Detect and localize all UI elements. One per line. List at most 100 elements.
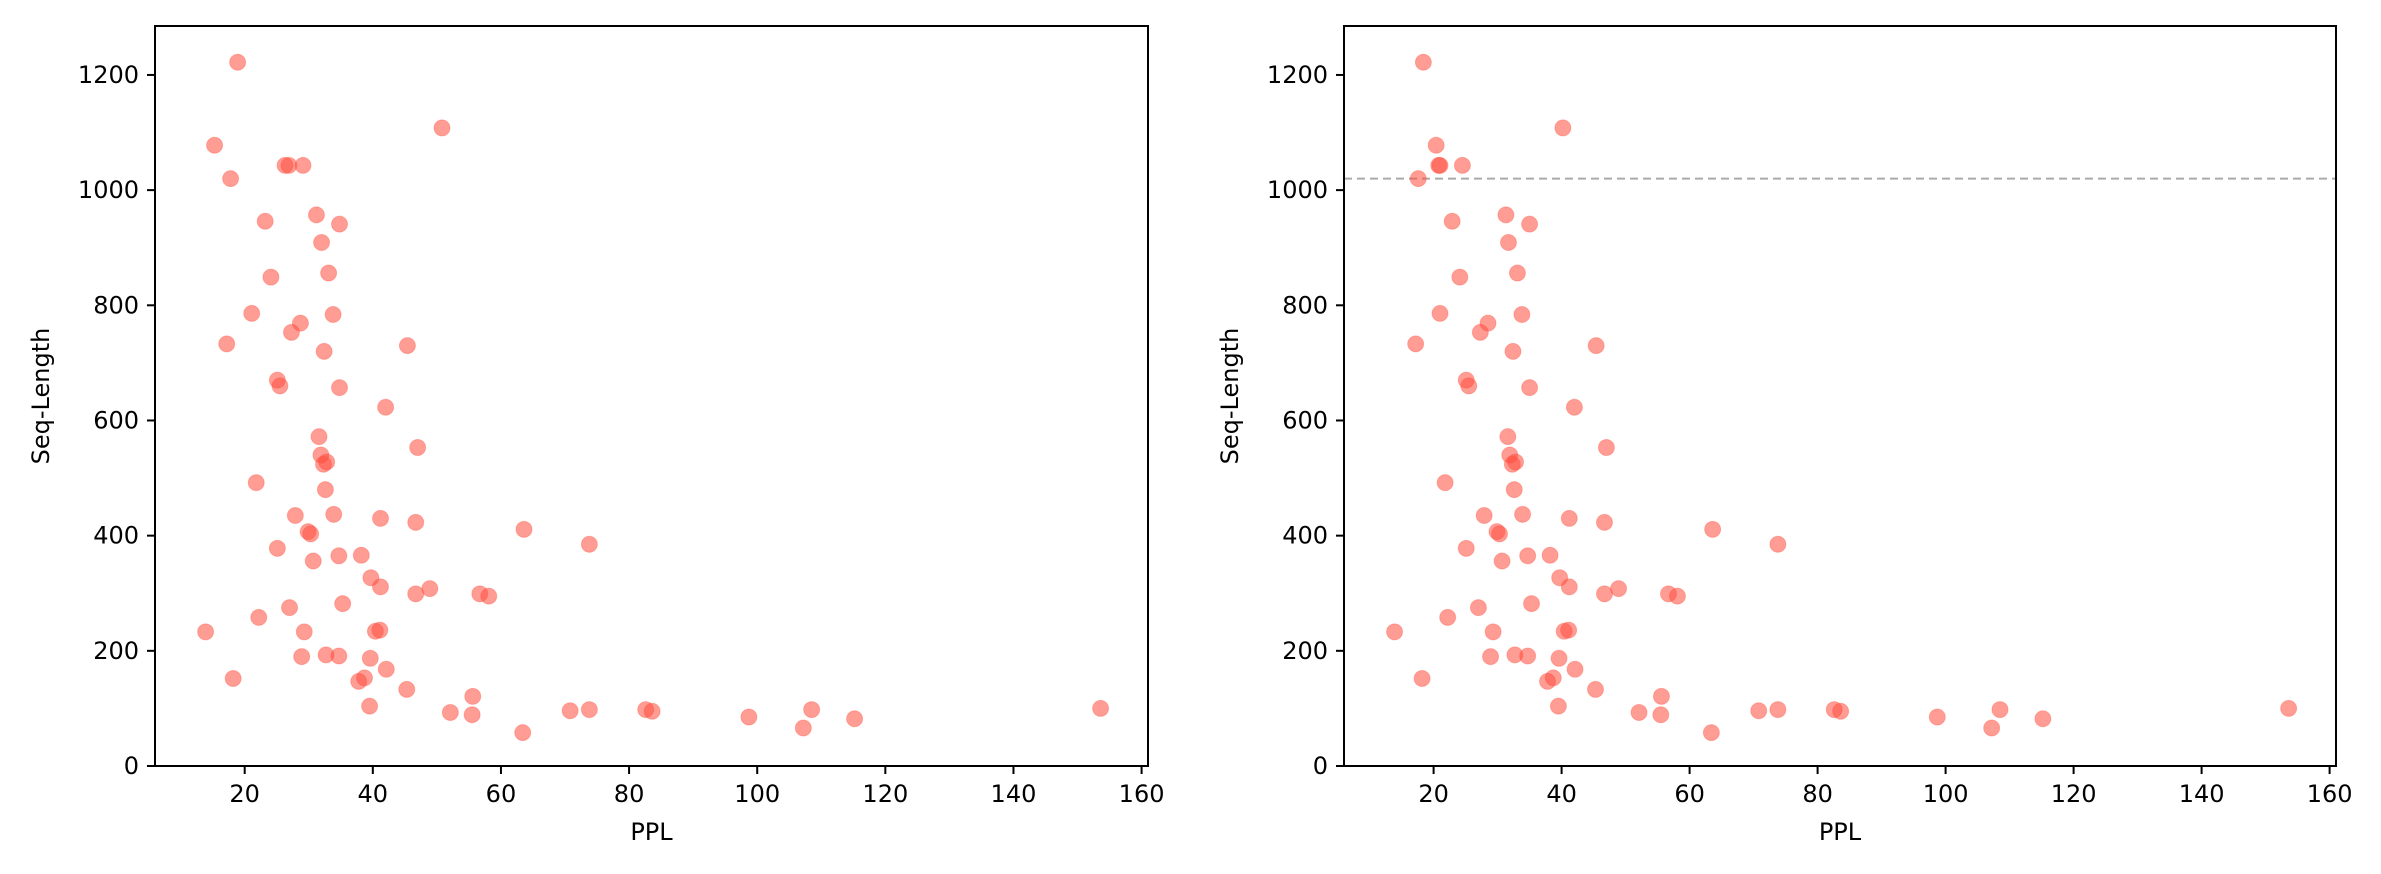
x-tick-label: 40	[1546, 780, 1577, 808]
scatter-points	[197, 53, 1110, 742]
y-tick-label: 200	[1282, 637, 1328, 665]
scatter-point	[1554, 119, 1572, 137]
scatter-point	[1523, 595, 1541, 613]
scatter-point	[643, 702, 661, 720]
scatter-point	[794, 719, 812, 737]
scatter-point	[224, 669, 242, 687]
scatter-point	[1595, 585, 1613, 603]
x-tick-label: 100	[734, 780, 780, 808]
scatter-point	[1414, 53, 1432, 71]
scatter-point	[433, 119, 451, 137]
scatter-point	[1469, 599, 1487, 617]
scatter-point	[1652, 687, 1670, 705]
scatter-point	[1750, 702, 1768, 720]
scatter-point	[320, 264, 338, 282]
x-tick-label: 120	[862, 780, 908, 808]
scatter-point	[1560, 509, 1578, 527]
scatter-point	[247, 474, 265, 492]
scatter-point	[463, 706, 481, 724]
x-tick-label: 40	[358, 780, 389, 808]
y-tick-label: 600	[1282, 406, 1328, 434]
scatter-point	[580, 701, 598, 719]
scatter-point	[1519, 647, 1537, 665]
scatter-point	[1983, 719, 2001, 737]
x-tick-label: 60	[486, 780, 517, 808]
scatter-point	[740, 708, 758, 726]
scatter-point	[372, 578, 390, 596]
scatter-point	[361, 697, 379, 715]
scatter-point	[1550, 649, 1568, 667]
scatter-point	[464, 687, 482, 705]
scatter-point	[1451, 268, 1469, 286]
x-tick-label: 80	[1802, 780, 1833, 808]
x-tick-label: 120	[2051, 780, 2097, 808]
scatter-point	[846, 710, 864, 728]
x-axis-label: PPL	[630, 818, 673, 846]
scatter-point	[197, 623, 215, 641]
scatter-point	[1427, 136, 1445, 154]
scatter-point	[1702, 724, 1720, 742]
scatter-point	[580, 535, 598, 553]
scatter-point	[206, 136, 224, 154]
scatter-point	[1482, 648, 1500, 666]
scatter-point	[262, 268, 280, 286]
scatter-point	[331, 379, 349, 397]
scatter-point	[1991, 701, 2009, 719]
scatter-point	[514, 724, 532, 742]
y-tick-label: 1000	[1267, 176, 1328, 204]
scatter-point	[307, 206, 325, 224]
scatter-point	[1704, 520, 1722, 538]
scatter-point	[803, 701, 821, 719]
scatter-point	[229, 53, 247, 71]
scatter-point	[1595, 513, 1613, 531]
scatter-point	[352, 546, 370, 564]
scatter-point	[330, 647, 348, 665]
axes-frame	[1343, 25, 2337, 767]
scatter-point	[1769, 535, 1787, 553]
scatter-point	[1409, 170, 1427, 188]
scatter-point	[325, 505, 343, 523]
scatter-point	[1508, 264, 1526, 282]
scatter-point	[222, 170, 240, 188]
x-tick-label: 140	[2179, 780, 2225, 808]
scatter-point	[250, 608, 268, 626]
scatter-point	[1555, 622, 1573, 640]
scatter-points	[1386, 53, 2298, 742]
scatter-point	[2280, 699, 2298, 717]
scatter-point	[372, 509, 390, 527]
scatter-point	[1431, 156, 1449, 174]
x-tick-label: 160	[1119, 780, 1165, 808]
scatter-point	[407, 585, 425, 603]
y-tick-label: 400	[93, 522, 139, 550]
x-tick-label: 60	[1674, 780, 1705, 808]
x-tick-label: 20	[1418, 780, 1449, 808]
axes-frame	[154, 25, 1149, 767]
scatter-point	[1630, 703, 1648, 721]
scatter-point	[293, 648, 311, 666]
scatter-point	[310, 428, 328, 446]
scatter-point	[1519, 547, 1537, 565]
scatter-point	[1587, 680, 1605, 698]
scatter-point	[315, 342, 333, 360]
scatter-point	[294, 156, 312, 174]
y-tick-label: 600	[93, 406, 139, 434]
scatter-point	[1092, 699, 1110, 717]
scatter-point	[1484, 623, 1502, 641]
scatter-point	[286, 506, 304, 524]
scatter-point	[377, 398, 395, 416]
scatter-point	[304, 552, 322, 570]
scatter-point	[1413, 669, 1431, 687]
scatter-point	[441, 703, 459, 721]
scatter-point	[409, 439, 427, 457]
x-tick-label: 160	[2307, 780, 2353, 808]
scatter-point	[1471, 323, 1489, 341]
scatter-point	[271, 377, 289, 395]
scatter-point	[313, 234, 331, 252]
scatter-point	[398, 337, 416, 355]
scatter-point	[1436, 474, 1454, 492]
scatter-point	[377, 660, 395, 678]
scatter-point	[366, 622, 384, 640]
scatter-point	[1652, 706, 1670, 724]
scatter-point	[361, 649, 379, 667]
